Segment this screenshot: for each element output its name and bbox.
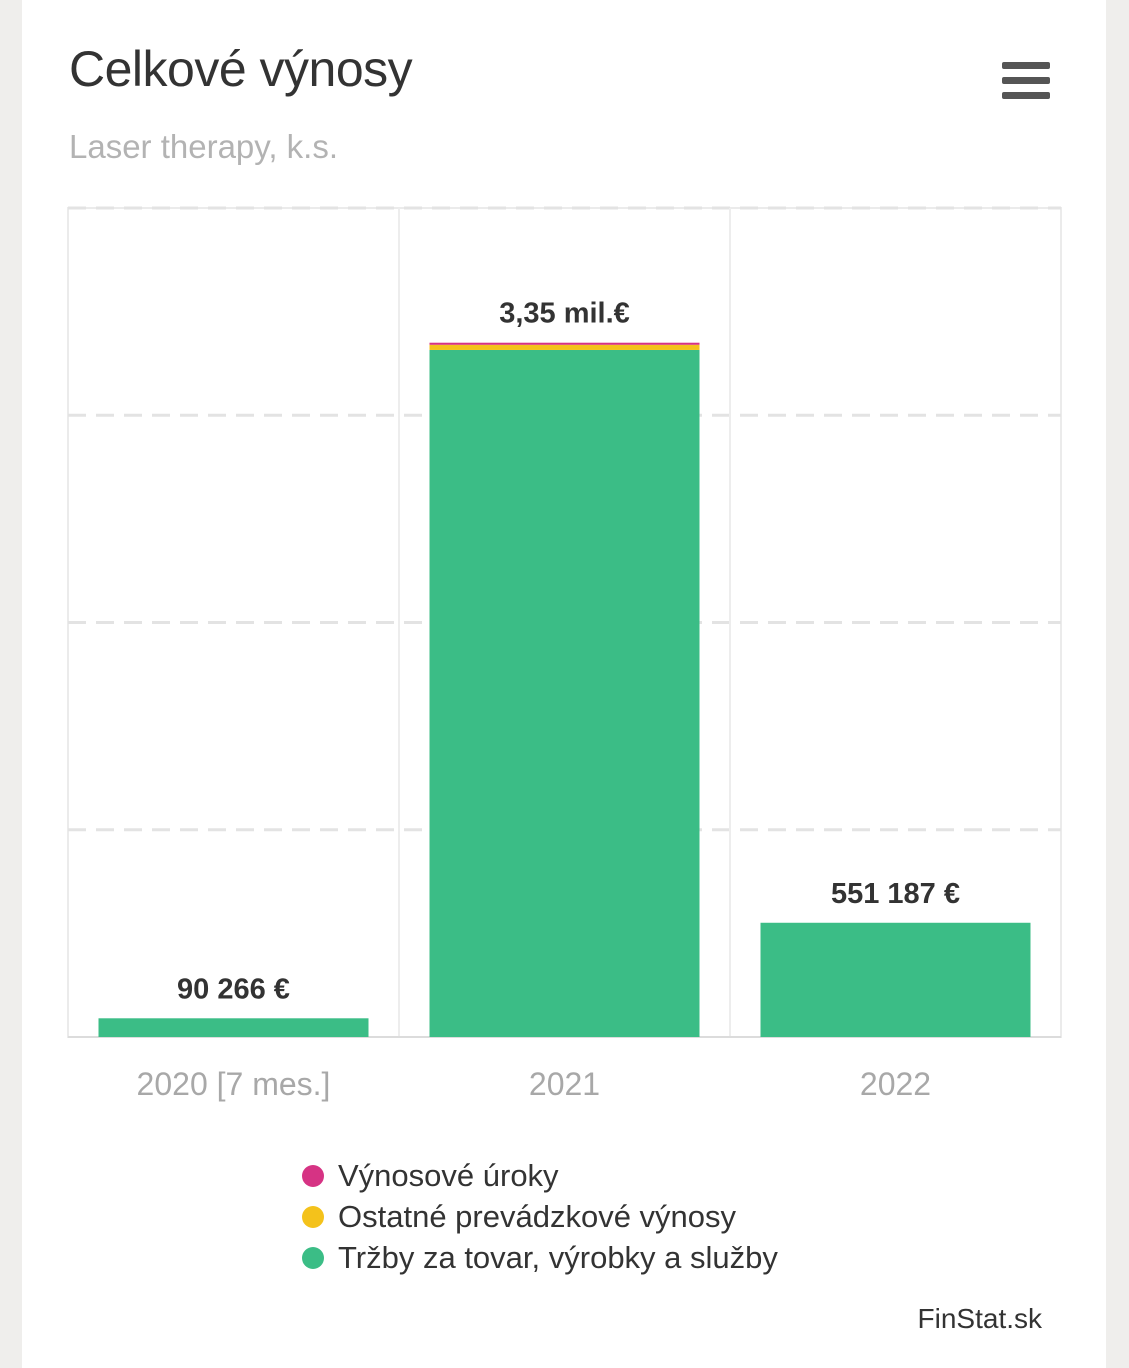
menu-line: [1002, 92, 1050, 99]
legend-dot-icon: [302, 1205, 324, 1228]
hamburger-menu-icon[interactable]: [1000, 58, 1052, 104]
legend-label: Ostatné prevádzkové výnosy: [338, 1199, 737, 1234]
menu-line: [1002, 77, 1050, 84]
legend-label: Výnosové úroky: [338, 1158, 559, 1193]
legend-dot-icon: [302, 1164, 324, 1187]
legend-item-trzby[interactable]: Tržby za tovar, výrobky a služby: [302, 1237, 778, 1278]
chart-legend: Výnosové úroky Ostatné prevádzkové výnos…: [302, 1155, 778, 1278]
legend-label: Tržby za tovar, výrobky a služby: [338, 1240, 778, 1275]
credit-link[interactable]: FinStat.sk: [917, 1303, 1042, 1334]
bar-segment: [760, 922, 1031, 1037]
bar-segment: [98, 1018, 369, 1037]
data-label: 551 187 €: [831, 878, 960, 910]
bar-segment: [429, 349, 700, 1037]
data-label: 3,35 mil.€: [499, 298, 630, 330]
chart-card: Celkové výnosy Laser therapy, k.s. Výnos…: [22, 0, 1106, 1368]
legend-dot-icon: [302, 1246, 324, 1269]
x-tick-label: 2021: [529, 1066, 600, 1102]
bar-segment: [429, 344, 700, 350]
x-tick-label: 2020 [7 mes.]: [137, 1066, 331, 1102]
x-tick-label: 2022: [860, 1066, 931, 1102]
chart-title: Celkové výnosy: [69, 41, 413, 97]
bar-segment: [429, 342, 700, 345]
data-label: 90 266 €: [177, 973, 290, 1005]
chart-subtitle: Laser therapy, k.s.: [69, 128, 339, 165]
menu-line: [1002, 62, 1050, 69]
legend-item-vynosove-uroky[interactable]: Výnosové úroky: [302, 1155, 778, 1196]
legend-item-ostatne-vynosy[interactable]: Ostatné prevádzkové výnosy: [302, 1196, 778, 1237]
